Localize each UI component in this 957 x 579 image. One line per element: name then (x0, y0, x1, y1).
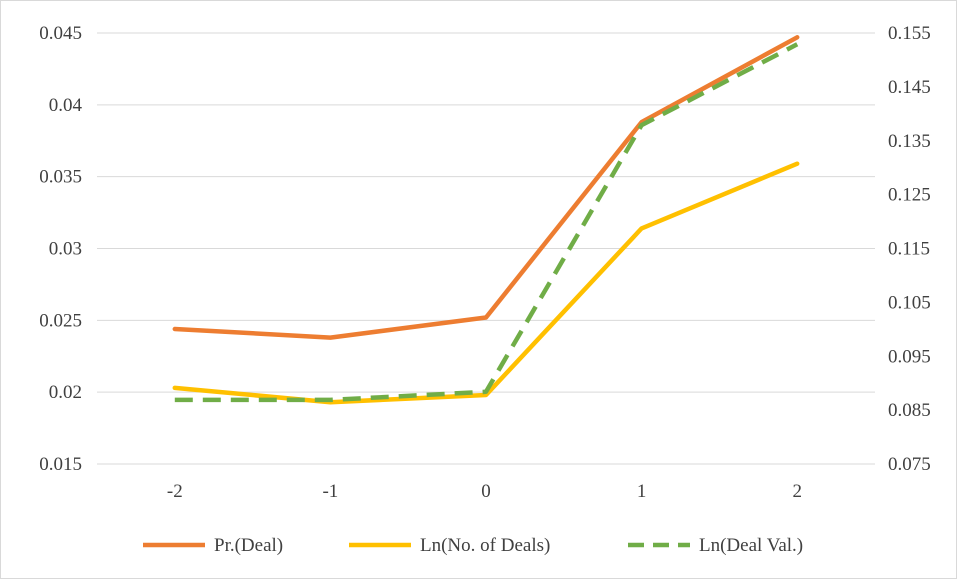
left-y-tick-label: 0.04 (49, 95, 83, 116)
series-line-3 (174, 42, 799, 403)
x-axis: -2 -1 0 1 2 (167, 481, 802, 502)
legend-label: Ln(Deal Val.) (699, 535, 803, 556)
right-y-axis: 0.075 0.085 0.095 0.105 0.115 0.125 0.135 0.145… (888, 23, 931, 475)
right-y-tick-label: 0.145 (888, 77, 931, 98)
x-tick-label: -1 (322, 481, 338, 502)
series-line-2 (172, 161, 800, 405)
left-y-tick-label: 0.045 (39, 23, 82, 44)
right-y-tick-label: 0.105 (888, 292, 931, 313)
right-y-tick-label: 0.075 (888, 454, 931, 475)
x-tick-label: 1 (637, 481, 647, 502)
x-tick-label: -2 (167, 481, 183, 502)
right-y-tick-label: 0.115 (888, 239, 930, 260)
right-y-tick-label: 0.125 (888, 185, 931, 206)
left-y-tick-label: 0.03 (49, 239, 82, 260)
left-y-tick-label: 0.035 (39, 167, 82, 188)
x-tick-label: 0 (481, 481, 491, 502)
right-y-tick-label: 0.155 (888, 23, 931, 44)
legend-label: Ln(No. of Deals) (420, 535, 550, 556)
right-y-tick-label: 0.085 (888, 400, 931, 421)
left-y-tick-label: 0.025 (39, 310, 82, 331)
right-y-tick-label: 0.095 (888, 346, 931, 367)
legend: Pr.(Deal) Ln(No. of Deals) Ln(Deal Val.) (143, 535, 803, 556)
right-y-tick-label: 0.135 (888, 131, 931, 152)
left-y-axis: 0.015 0.02 0.025 0.03 0.035 0.04 0.045 (39, 23, 82, 475)
series-lines (172, 35, 800, 405)
legend-label: Pr.(Deal) (214, 535, 283, 556)
left-y-tick-label: 0.02 (49, 382, 82, 403)
left-y-tick-label: 0.015 (39, 454, 82, 475)
series-line-1 (172, 35, 800, 340)
x-tick-label: 2 (792, 481, 802, 502)
